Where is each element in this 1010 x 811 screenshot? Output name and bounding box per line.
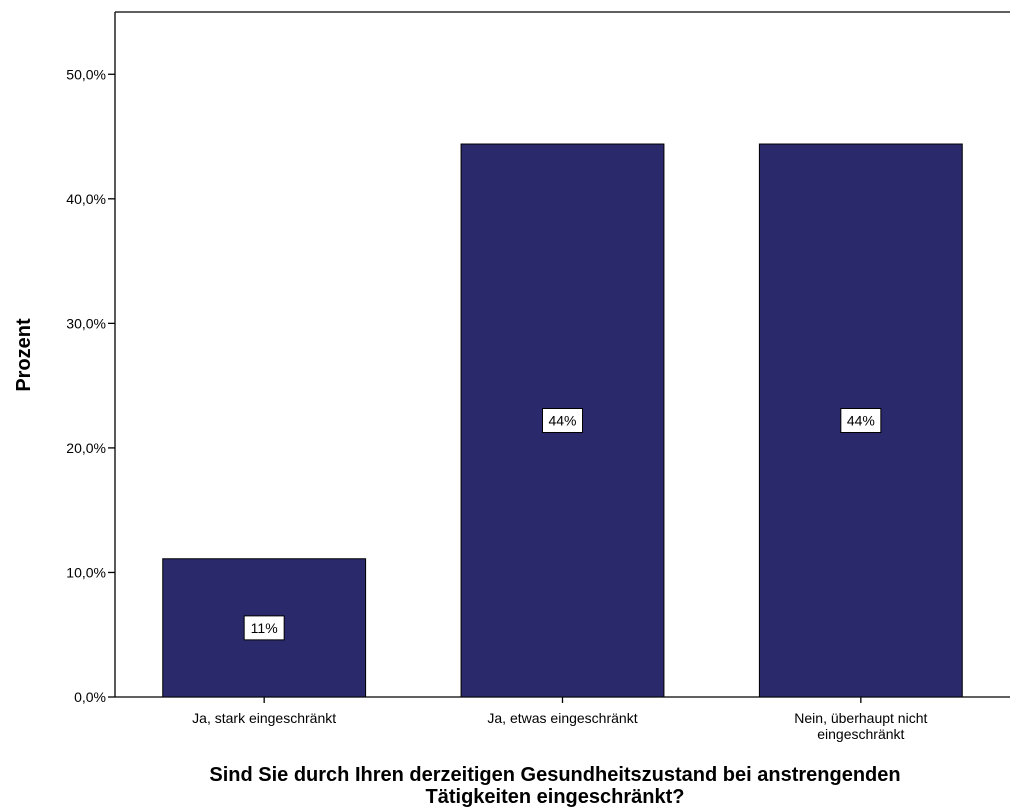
data-label-text: 44% — [548, 413, 576, 429]
y-axis-ticks: 0,0% 10,0% 20,0% 30,0% 40,0% 50,0% — [66, 66, 115, 705]
x-tick-label: Ja, etwas eingeschränkt — [487, 710, 637, 726]
y-tick-label: 50,0% — [66, 66, 106, 82]
data-label-box — [243, 615, 285, 641]
x-tick-label: Ja, stark eingeschränkt — [192, 710, 336, 726]
y-tick-label: 10,0% — [66, 564, 106, 580]
y-tick-label: 0,0% — [74, 689, 106, 705]
data-labels: 11% 44% 44% — [243, 408, 882, 641]
data-label: 44% — [840, 408, 882, 434]
data-label-text: 44% — [847, 413, 875, 429]
data-label-box — [542, 408, 583, 434]
data-label-box — [840, 408, 882, 434]
data-label: 11% — [243, 615, 285, 641]
y-tick-label: 40,0% — [66, 191, 106, 207]
y-axis-title: Prozent — [13, 318, 35, 392]
y-tick-label: 30,0% — [66, 315, 106, 331]
data-label-text: 11% — [251, 620, 278, 636]
data-label: 44% — [542, 408, 583, 434]
x-tick-label: Nein, überhaupt nicht eingeschränkt — [794, 710, 927, 742]
x-axis-title: Sind Sie durch Ihren derzeitigen Gesundh… — [209, 764, 901, 808]
y-tick-label: 20,0% — [66, 440, 106, 456]
x-axis-labels: Ja, stark eingeschränkt Ja, etwas eingesc… — [192, 697, 927, 742]
